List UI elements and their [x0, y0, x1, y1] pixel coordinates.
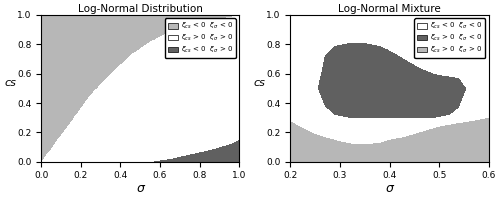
X-axis label: σ: σ	[136, 182, 144, 195]
Y-axis label: cs: cs	[4, 78, 16, 88]
Legend: $\xi_{cs}$ < 0  $\xi_\sigma$ < 0, $\xi_{cs}$ > 0  $\xi_\sigma$ > 0, $\xi_{cs}$ <: $\xi_{cs}$ < 0 $\xi_\sigma$ < 0, $\xi_{c…	[165, 19, 236, 58]
Title: Log-Normal Mixture: Log-Normal Mixture	[338, 4, 441, 14]
Title: Log-Normal Distribution: Log-Normal Distribution	[78, 4, 202, 14]
Y-axis label: cs: cs	[254, 78, 266, 88]
X-axis label: σ: σ	[386, 182, 394, 195]
Legend: $\xi_{cs}$ < 0  $\xi_\sigma$ < 0, $\xi_{cs}$ > 0  $\xi_\sigma$ < 0, $\xi_{cs}$ >: $\xi_{cs}$ < 0 $\xi_\sigma$ < 0, $\xi_{c…	[414, 19, 485, 58]
